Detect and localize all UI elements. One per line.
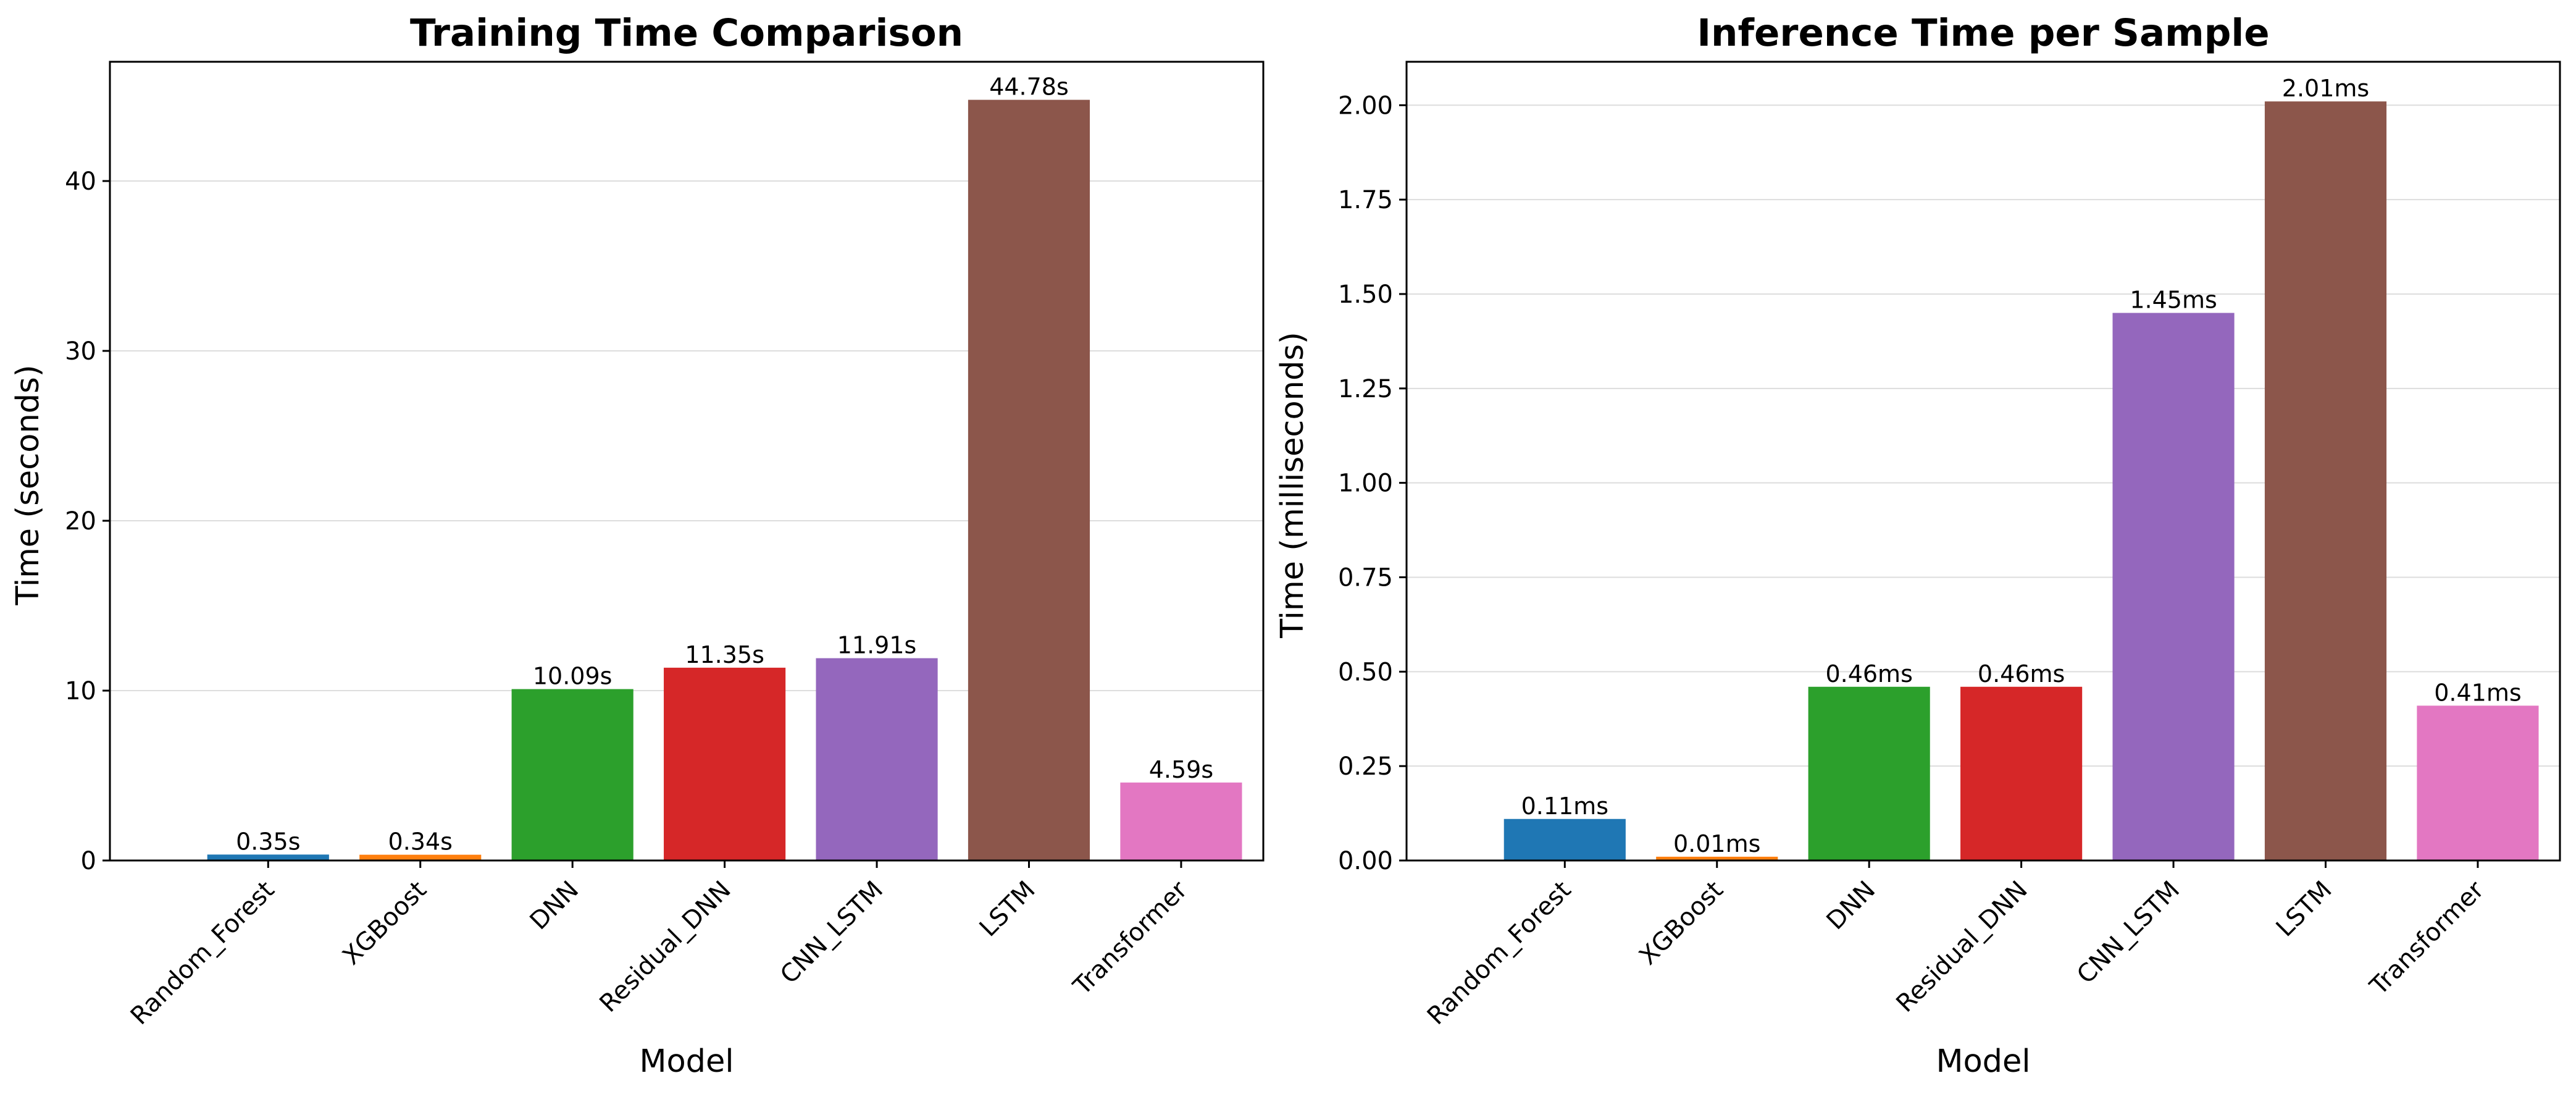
bar-cnn-lstm xyxy=(816,658,938,860)
y-tick-label: 0.00 xyxy=(1338,847,1393,875)
data-label: 0.01ms xyxy=(1673,830,1760,857)
y-tick-label: 20 xyxy=(65,507,96,536)
data-label: 0.35s xyxy=(236,828,300,855)
x-tick-label: LSTM xyxy=(2271,876,2338,943)
y-tick-label: 1.25 xyxy=(1338,375,1393,403)
y-tick-label: 0 xyxy=(81,847,96,875)
x-axis-label: Model xyxy=(1936,1043,2030,1080)
bar-residual-dnn xyxy=(664,667,786,860)
x-tick-label: Transformer xyxy=(1068,875,1193,1001)
x-axis-label: Model xyxy=(639,1043,734,1080)
x-tick-label: XGBoost xyxy=(337,876,432,971)
x-tick-label: CNN_LSTM xyxy=(775,876,889,990)
x-tick-label: DNN xyxy=(1821,876,1881,936)
plot-frame xyxy=(109,61,1265,862)
x-tick-label: CNN_LSTM xyxy=(2072,876,2185,990)
data-label: 2.01ms xyxy=(2282,75,2369,102)
data-label: 0.34s xyxy=(388,828,453,856)
bar-residual-dnn xyxy=(1960,686,2083,860)
y-axis-label: Time (seconds) xyxy=(10,364,46,605)
bar-random-forest xyxy=(1503,818,1626,860)
training-time-chart: Training Time Comparison Time (seconds) … xyxy=(10,11,1265,1080)
bar-xgboost xyxy=(359,854,482,860)
data-label: 0.46ms xyxy=(1978,660,2065,688)
x-tick-label: LSTM xyxy=(974,876,1041,943)
y-tick-label: 0.50 xyxy=(1338,658,1393,686)
bar-xgboost xyxy=(1656,856,1778,860)
y-tick-label: 30 xyxy=(65,337,96,366)
chart-title: Training Time Comparison xyxy=(410,11,963,55)
y-tick-label: 0.75 xyxy=(1338,563,1393,592)
data-label: 10.09s xyxy=(533,663,613,690)
data-label: 0.41ms xyxy=(2434,679,2521,706)
data-label: 11.91s xyxy=(837,631,917,659)
data-label: 11.35s xyxy=(685,641,764,668)
x-tick-label: Transformer xyxy=(2364,875,2490,1001)
y-axis-label: Time (milliseconds) xyxy=(1274,332,1311,639)
x-tick-label: DNN xyxy=(525,876,585,936)
data-label: 0.11ms xyxy=(1521,793,1608,820)
x-tick-label: Residual_DNN xyxy=(1891,876,2033,1018)
bar-cnn-lstm xyxy=(2112,313,2235,860)
x-tick-label: Random_Forest xyxy=(125,876,280,1031)
data-label: 1.45ms xyxy=(2130,287,2217,314)
x-tick-label: XGBoost xyxy=(1634,876,1729,971)
data-label: 0.46ms xyxy=(1825,660,1912,688)
y-tick-label: 40 xyxy=(65,167,96,196)
y-tick-label: 0.25 xyxy=(1338,752,1393,781)
y-tick-label: 1.75 xyxy=(1338,186,1393,214)
y-tick-label: 1.50 xyxy=(1338,280,1393,309)
plot-frame xyxy=(1405,61,2561,862)
x-tick-label: Random_Forest xyxy=(1422,876,1577,1031)
y-tick-label: 1.00 xyxy=(1338,469,1393,498)
chart-title: Inference Time per Sample xyxy=(1697,11,2269,55)
bar-random-forest xyxy=(207,854,329,860)
bar-lstm xyxy=(968,99,1090,860)
data-label: 4.59s xyxy=(1149,756,1213,783)
y-tick-label: 2.00 xyxy=(1338,91,1393,120)
bar-dnn xyxy=(511,689,634,860)
bar-dnn xyxy=(1808,686,1930,860)
x-tick-label: Residual_DNN xyxy=(594,876,736,1018)
data-label: 44.78s xyxy=(989,74,1069,101)
bar-lstm xyxy=(2264,101,2387,860)
inference-time-chart: Inference Time per Sample Time (millisec… xyxy=(1274,11,2561,1080)
bar-transformer xyxy=(1120,782,1242,860)
y-tick-label: 10 xyxy=(65,677,96,705)
bar-transformer xyxy=(2417,705,2539,860)
